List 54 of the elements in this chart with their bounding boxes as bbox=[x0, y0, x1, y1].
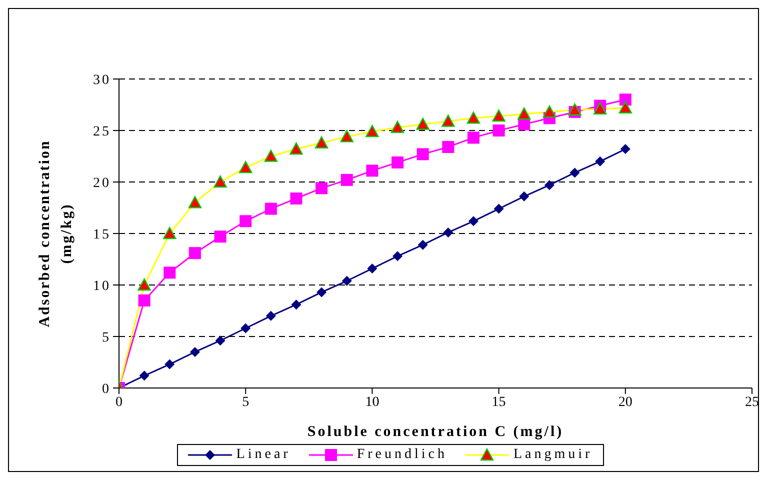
point bbox=[392, 156, 404, 168]
point bbox=[468, 216, 478, 226]
x-tick-label: 15 bbox=[492, 394, 506, 410]
x-tick-label: 10 bbox=[365, 394, 380, 410]
point bbox=[416, 148, 429, 160]
x-tick-label: 5 bbox=[242, 394, 250, 410]
point bbox=[595, 156, 606, 166]
point bbox=[340, 174, 353, 186]
point bbox=[264, 202, 277, 215]
point bbox=[291, 300, 302, 310]
y-tick-label: 0 bbox=[102, 382, 111, 397]
point bbox=[570, 168, 580, 178]
point bbox=[266, 310, 276, 321]
point bbox=[620, 144, 630, 154]
point bbox=[366, 164, 378, 177]
legend-label: Linear bbox=[236, 447, 291, 463]
x-tick-label: 20 bbox=[618, 394, 632, 410]
x-tick-label: 0 bbox=[116, 394, 122, 410]
point bbox=[442, 140, 454, 153]
y-tick-label: 10 bbox=[93, 278, 111, 294]
point bbox=[240, 215, 252, 228]
y-axis-title: Adsorbed concentration (mg/kg) bbox=[37, 140, 75, 328]
point bbox=[164, 359, 175, 370]
point bbox=[316, 287, 327, 298]
y-tick-label: 25 bbox=[93, 124, 111, 140]
point bbox=[467, 132, 480, 144]
point bbox=[392, 251, 403, 262]
point bbox=[367, 264, 378, 274]
point bbox=[164, 266, 176, 279]
point bbox=[443, 227, 454, 238]
point bbox=[215, 336, 226, 346]
legend-label: Freundlich bbox=[356, 447, 448, 463]
point bbox=[138, 294, 150, 306]
point bbox=[188, 247, 201, 260]
point bbox=[418, 240, 428, 250]
point bbox=[316, 182, 328, 194]
point bbox=[519, 191, 530, 202]
point bbox=[342, 276, 352, 286]
point bbox=[290, 192, 302, 204]
point bbox=[518, 118, 530, 130]
y-tick-label: 30 bbox=[93, 72, 111, 88]
point bbox=[492, 124, 505, 136]
y-tick-label: 5 bbox=[102, 330, 111, 346]
point bbox=[190, 346, 200, 357]
y-tick-label: 15 bbox=[93, 227, 111, 242]
legend-label: Langmuir bbox=[513, 447, 593, 463]
x-axis-title: Soluble concentration C (mg/l) bbox=[307, 424, 564, 440]
point bbox=[494, 204, 504, 214]
point bbox=[139, 370, 150, 381]
point bbox=[619, 94, 632, 106]
y-tick-label: 20 bbox=[93, 176, 111, 191]
point bbox=[214, 230, 226, 243]
point bbox=[544, 180, 554, 190]
point bbox=[240, 323, 251, 334]
